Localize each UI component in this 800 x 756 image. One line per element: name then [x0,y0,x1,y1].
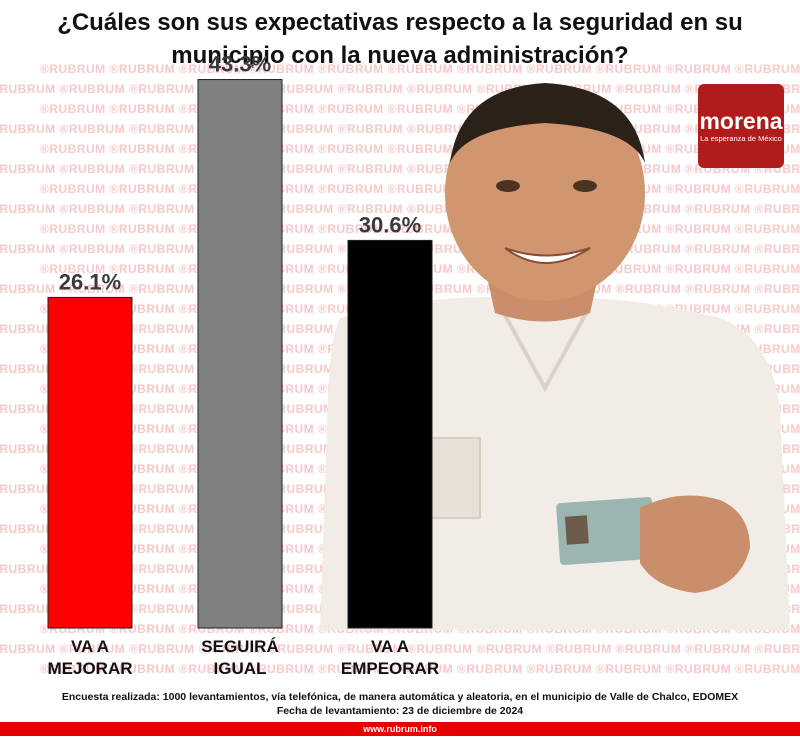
source-url: www.rubrum.info [363,724,437,734]
bar-value-label: 26.1% [59,269,121,294]
category-label: SEGUIRÁ [201,637,278,656]
bar-value-label: 30.6% [359,212,421,237]
bar [347,239,433,629]
footnote-date: Fecha de levantamiento: 23 de diciembre … [276,705,524,717]
logo-tagline: La esperanza de México [700,133,782,143]
category-label: VA A [371,637,409,656]
category-label: EMPEORAR [341,659,439,678]
footnote-method: Encuesta realizada: 1000 levantamientos,… [61,691,739,703]
logo-wordmark: morena [699,107,783,134]
morena-logo: morena La esperanza de México [698,84,784,168]
bar-chart: 26.1% VA A MEJORAR 43.3% SEGUIRÁ IGUAL 30.6% VA… [47,52,439,678]
bar-value-label: 43.3% [209,52,271,77]
bar [197,79,283,629]
category-label: MEJORAR [47,659,132,678]
person-photo [320,83,790,630]
face-shape [445,85,645,301]
bar [47,296,133,629]
chart-title: ¿Cuáles son sus expectativas respecto a … [57,9,743,69]
survey-footnote: Encuesta realizada: 1000 levantamientos,… [0,690,800,718]
category-label: IGUAL [214,659,267,678]
id-card [556,496,656,566]
category-label: VA A [71,637,109,656]
source-url-bar: www.rubrum.info [0,722,800,736]
